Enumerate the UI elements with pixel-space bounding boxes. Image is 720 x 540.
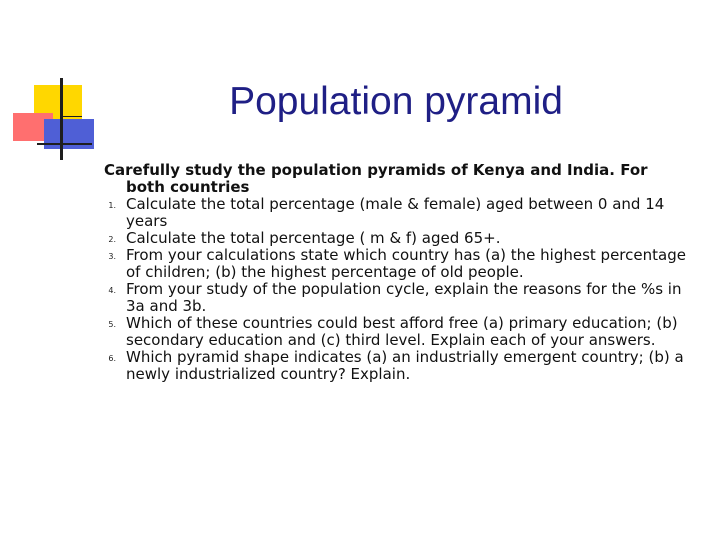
slide-title: Population pyramid [229,80,563,123]
list-item: 2. Calculate the total percentage ( m & f… [104,230,694,247]
list-number: 3. [108,252,116,261]
list-text: Calculate the total percentage ( m & f) … [126,229,501,247]
list-item: 1. Calculate the total percentage (male &… [104,196,694,230]
slide-body: Carefully study the population pyramids … [104,162,694,383]
list-number: 6. [108,354,116,363]
decor-horizontal-line-short [60,116,82,117]
list-text: Which of these countries could best affo… [126,314,678,349]
intro-line-1: Carefully study the population pyramids … [104,161,648,179]
decor-vertical-line [60,78,63,160]
intro-text: Carefully study the population pyramids … [104,162,694,196]
list-item: 4. From your study of the population cycl… [104,281,694,315]
list-text: From your study of the population cycle,… [126,280,682,315]
list-text: Calculate the total percentage (male & f… [126,195,665,230]
list-number: 2. [108,235,116,244]
decor-horizontal-line [37,143,92,145]
list-number: 4. [108,286,116,295]
list-item: 5. Which of these countries could best af… [104,315,694,349]
question-list: 1. Calculate the total percentage (male &… [104,196,694,383]
list-item: 3. From your calculations state which cou… [104,247,694,281]
intro-line-2: both countries [126,178,250,196]
list-item: 6. Which pyramid shape indicates (a) an i… [104,349,694,383]
list-number: 1. [108,201,116,210]
list-number: 5. [108,320,116,329]
list-text: From your calculations state which count… [126,246,686,281]
list-text: Which pyramid shape indicates (a) an ind… [126,348,684,383]
